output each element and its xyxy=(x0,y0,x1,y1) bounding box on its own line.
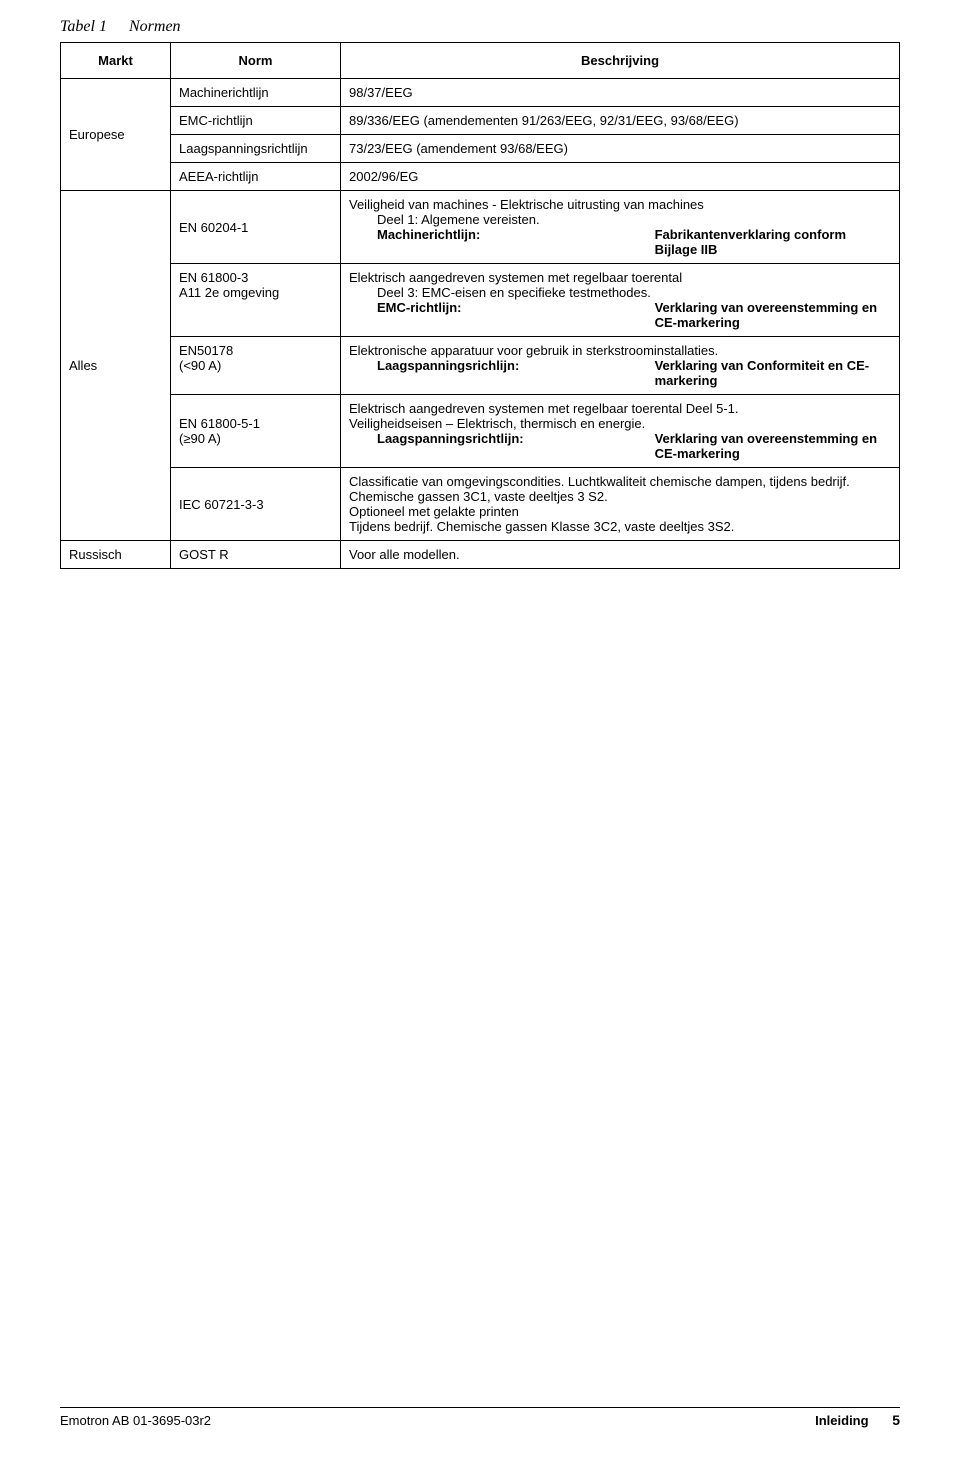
desc-line: Veiligheidseisen – Elektrisch, thermisch… xyxy=(349,416,891,431)
footer-section: Inleiding xyxy=(815,1413,868,1428)
page: Tabel 1 Normen Markt Norm Beschrijving E… xyxy=(0,0,960,1464)
cell-norm: IEC 60721-3-3 xyxy=(171,468,341,541)
table-caption: Tabel 1 Normen xyxy=(60,18,900,36)
cell-norm: GOST R xyxy=(171,541,341,569)
table-row: EN 61800-3 A11 2e omgeving Elektrisch aa… xyxy=(61,264,900,337)
desc-subrow: EMC-richtlijn: Verklaring van overeenste… xyxy=(349,300,891,330)
cell-norm: EN 61800-3 A11 2e omgeving xyxy=(171,264,341,337)
cell-desc: 73/23/EEG (amendement 93/68/EEG) xyxy=(341,135,900,163)
cell-norm: AEEA-richtlijn xyxy=(171,163,341,191)
desc-right: Verklaring van overeenstemming en CE-mar… xyxy=(655,300,891,330)
cell-norm: EN 61800-5-1 (≥90 A) xyxy=(171,395,341,468)
cell-desc: Elektrisch aangedreven systemen met rege… xyxy=(341,264,900,337)
cell-desc: Voor alle modellen. xyxy=(341,541,900,569)
th-norm: Norm xyxy=(171,43,341,79)
caption-title: Normen xyxy=(129,18,181,35)
desc-line: Tijdens bedrijf. Chemische gassen Klasse… xyxy=(349,519,891,534)
cell-markt-russisch: Russisch xyxy=(61,541,171,569)
th-beschrijving: Beschrijving xyxy=(341,43,900,79)
table-row: EN50178 (<90 A) Elektronische apparatuur… xyxy=(61,337,900,395)
desc-line: Elektrisch aangedreven systemen met rege… xyxy=(349,270,891,285)
cell-desc: 89/336/EEG (amendementen 91/263/EEG, 92/… xyxy=(341,107,900,135)
cell-markt-alles: Alles xyxy=(61,191,171,541)
table-row: EMC-richtlijn 89/336/EEG (amendementen 9… xyxy=(61,107,900,135)
desc-line: Veiligheid van machines - Elektrische ui… xyxy=(349,197,891,212)
table-row: EN 61800-5-1 (≥90 A) Elektrisch aangedre… xyxy=(61,395,900,468)
cell-desc: Veiligheid van machines - Elektrische ui… xyxy=(341,191,900,264)
desc-leftlabel: Laagspanningsrichtlijn: xyxy=(377,431,631,461)
cell-desc: 2002/96/EG xyxy=(341,163,900,191)
caption-label: Tabel 1 xyxy=(60,18,107,35)
cell-markt-europese: Europese xyxy=(61,79,171,191)
desc-line: Classificatie van omgevingscondities. Lu… xyxy=(349,474,891,504)
table-row: AEEA-richtlijn 2002/96/EG xyxy=(61,163,900,191)
table-row: Russisch GOST R Voor alle modellen. xyxy=(61,541,900,569)
cell-desc: Elektrisch aangedreven systemen met rege… xyxy=(341,395,900,468)
table-header-row: Markt Norm Beschrijving xyxy=(61,43,900,79)
desc-right: Fabrikantenverklaring conform Bijlage II… xyxy=(655,227,891,257)
cell-desc: Elektronische apparatuur voor gebruik in… xyxy=(341,337,900,395)
desc-subrow: Laagspanningsrichlijn: Verklaring van Co… xyxy=(349,358,891,388)
cell-norm: EN50178 (<90 A) xyxy=(171,337,341,395)
desc-line: Elektronische apparatuur voor gebruik in… xyxy=(349,343,891,358)
footer-left: Emotron AB 01-3695-03r2 xyxy=(60,1413,211,1428)
desc-leftlabel: Machinerichtlijn: xyxy=(377,227,631,257)
desc-subrow: Laagspanningsrichtlijn: Verklaring van o… xyxy=(349,431,891,461)
table-row: Alles EN 60204-1 Veiligheid van machines… xyxy=(61,191,900,264)
cell-norm: EN 60204-1 xyxy=(171,191,341,264)
footer-pagenum: 5 xyxy=(892,1412,900,1428)
desc-line: Elektrisch aangedreven systemen met rege… xyxy=(349,401,891,416)
desc-right: Verklaring van Conformiteit en CE-marker… xyxy=(655,358,891,388)
desc-right: Verklaring van overeenstemming en CE-mar… xyxy=(655,431,891,461)
desc-subrow: Machinerichtlijn: Fabrikantenverklaring … xyxy=(349,227,891,257)
desc-leftlabel: EMC-richtlijn: xyxy=(377,300,631,330)
desc-leftlabel: Laagspanningsrichlijn: xyxy=(377,358,631,388)
cell-desc: Classificatie van omgevingscondities. Lu… xyxy=(341,468,900,541)
page-footer: Emotron AB 01-3695-03r2 Inleiding 5 xyxy=(60,1407,900,1428)
cell-norm: Laagspanningsrichtlijn xyxy=(171,135,341,163)
th-markt: Markt xyxy=(61,43,171,79)
cell-desc: 98/37/EEG xyxy=(341,79,900,107)
table-row: IEC 60721-3-3 Classificatie van omgeving… xyxy=(61,468,900,541)
cell-norm: EMC-richtlijn xyxy=(171,107,341,135)
desc-line: Optioneel met gelakte printen xyxy=(349,504,891,519)
footer-right: Inleiding 5 xyxy=(815,1412,900,1428)
desc-line: Deel 3: EMC-eisen en specifieke testmeth… xyxy=(349,285,891,300)
desc-line: Deel 1: Algemene vereisten. xyxy=(349,212,891,227)
table-row: Europese Machinerichtlijn 98/37/EEG xyxy=(61,79,900,107)
cell-norm: Machinerichtlijn xyxy=(171,79,341,107)
table-row: Laagspanningsrichtlijn 73/23/EEG (amende… xyxy=(61,135,900,163)
standards-table: Markt Norm Beschrijving Europese Machine… xyxy=(60,42,900,569)
